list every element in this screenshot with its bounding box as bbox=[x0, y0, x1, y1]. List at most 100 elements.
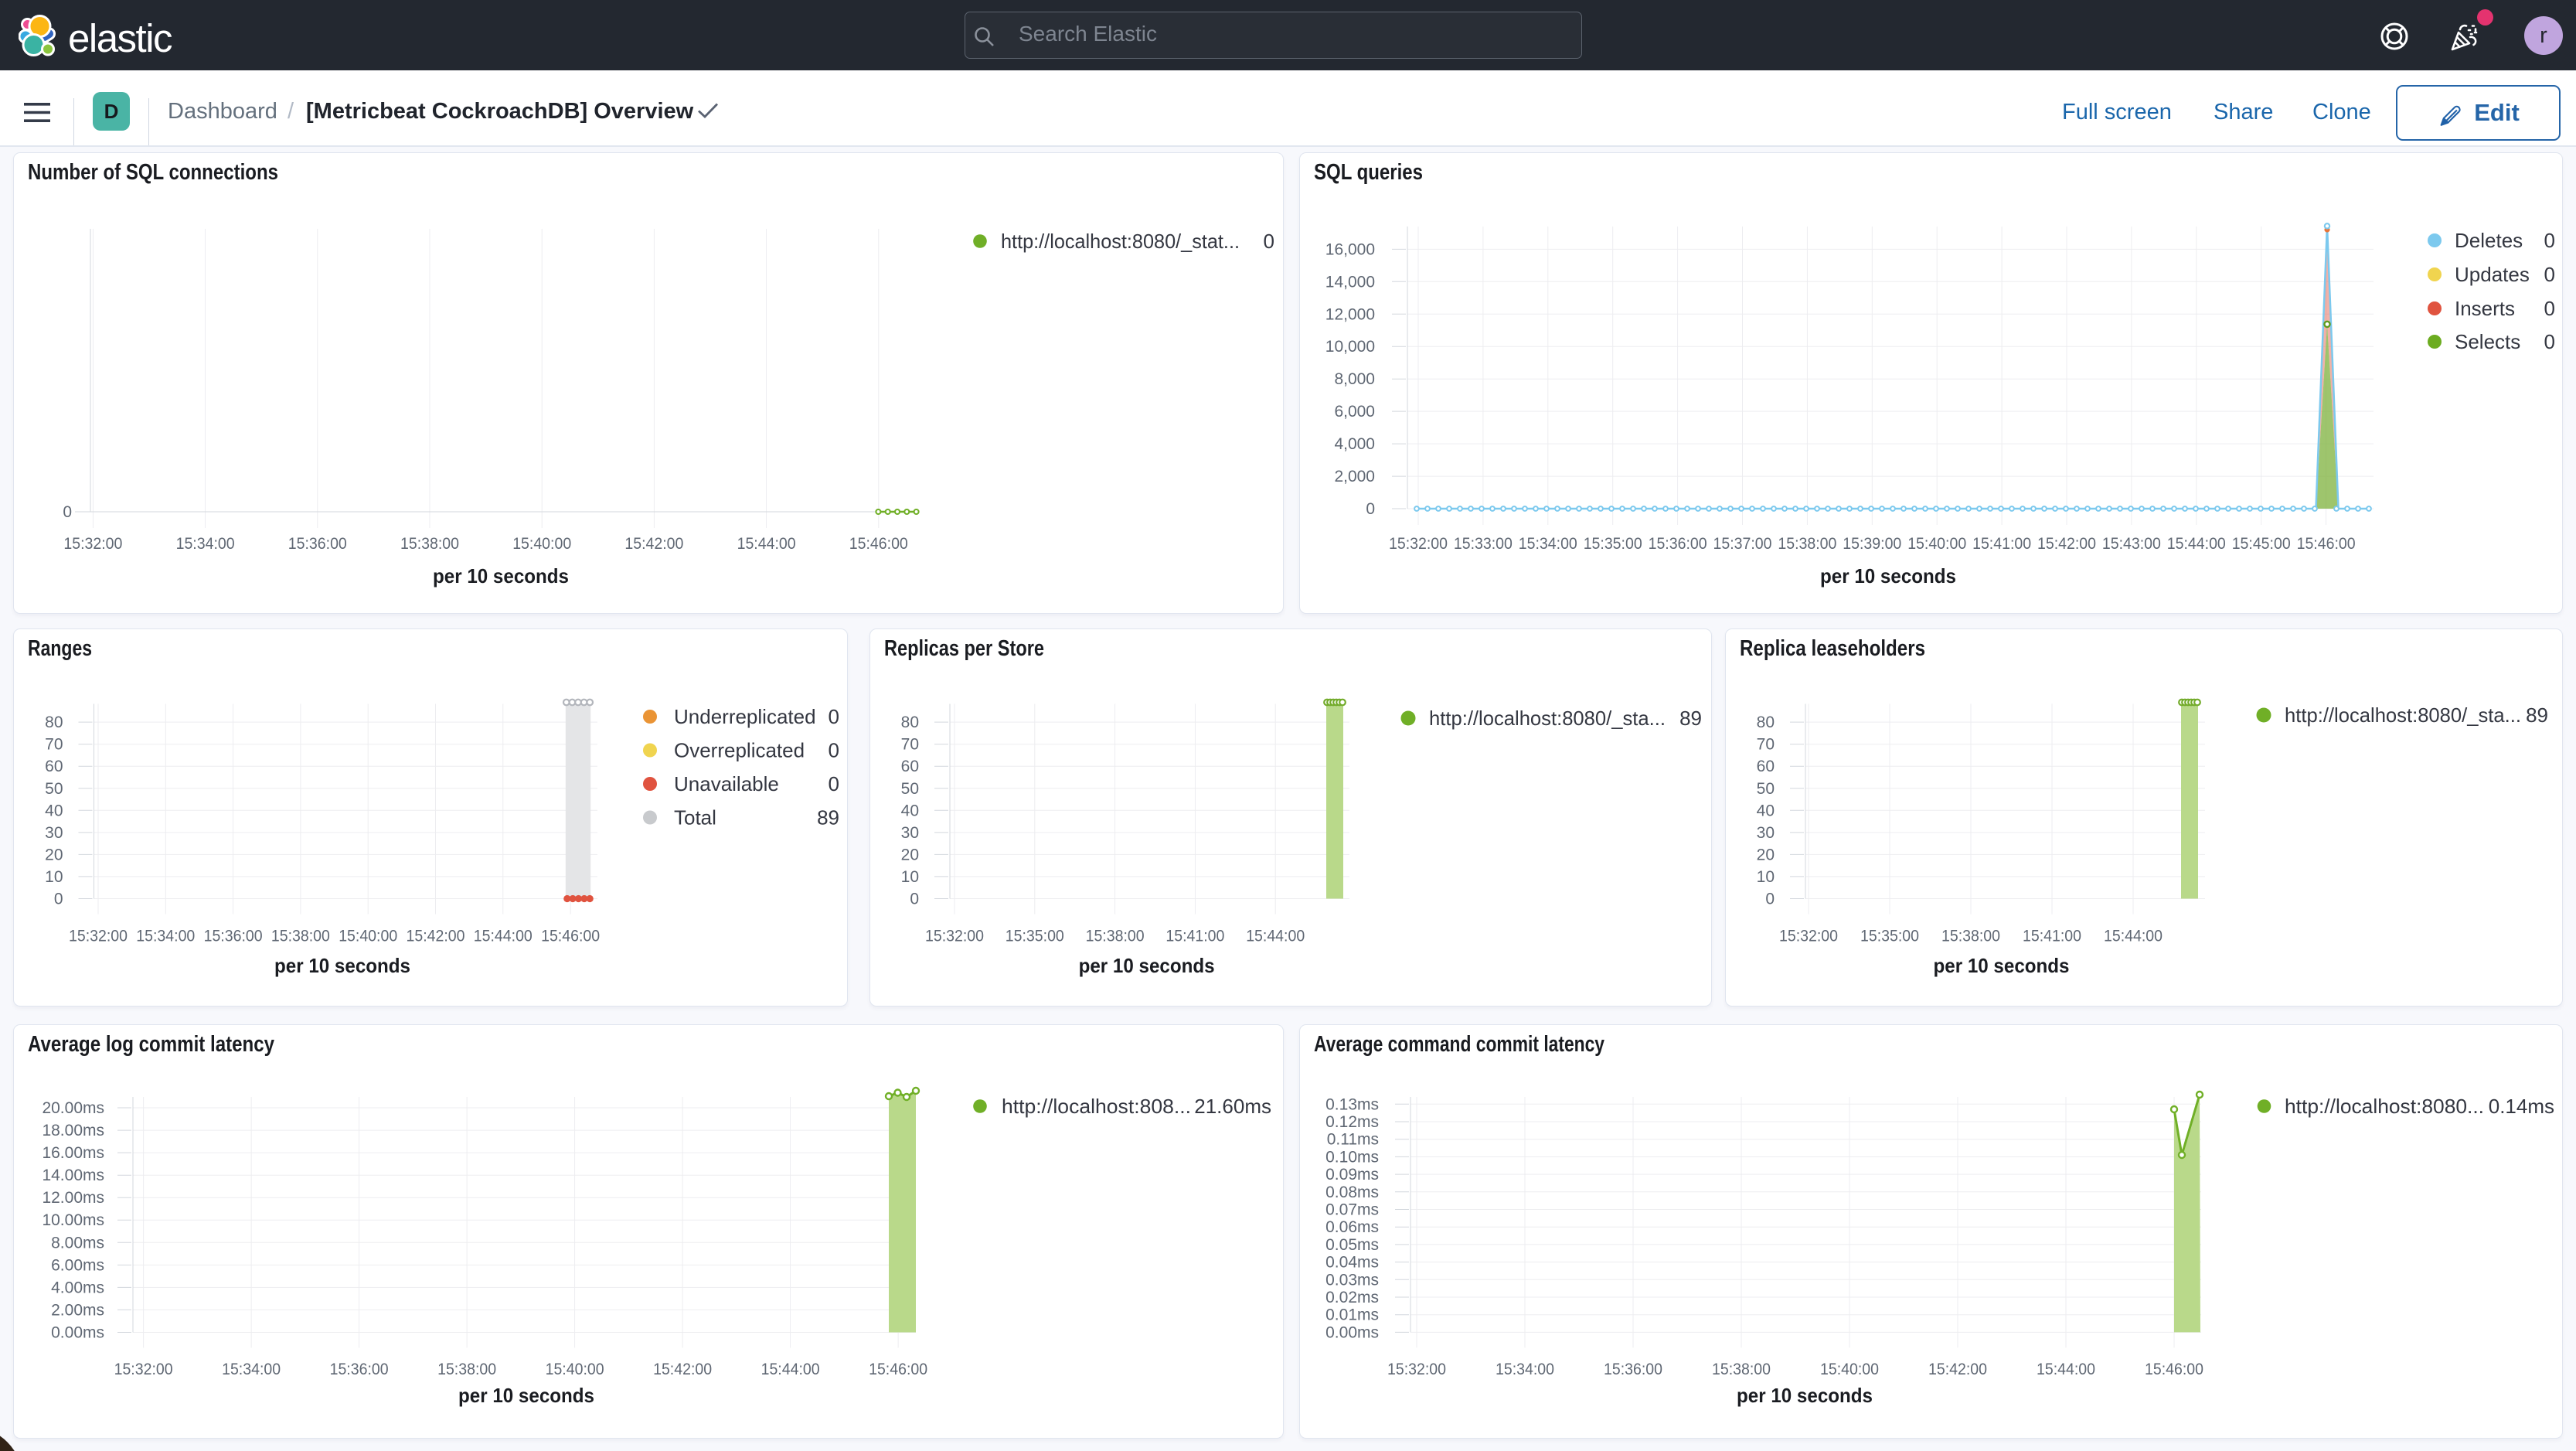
svg-text:Average command commit latency: Average command commit latency bbox=[1314, 1032, 1604, 1057]
svg-text:12,000: 12,000 bbox=[1325, 305, 1375, 323]
svg-text:8.00ms: 8.00ms bbox=[51, 1234, 104, 1252]
svg-text:15:35:00: 15:35:00 bbox=[1860, 928, 1919, 945]
svg-text:0: 0 bbox=[2544, 330, 2555, 353]
svg-text:20: 20 bbox=[1757, 846, 1775, 863]
svg-text:15:41:00: 15:41:00 bbox=[1972, 535, 2031, 553]
svg-text:0.04ms: 0.04ms bbox=[1325, 1254, 1379, 1272]
svg-text:0.03ms: 0.03ms bbox=[1325, 1271, 1379, 1289]
svg-text:Replicas per Store: Replicas per Store bbox=[884, 636, 1044, 661]
svg-text:per 10 seconds: per 10 seconds bbox=[1079, 954, 1215, 977]
svg-text:15:42:00: 15:42:00 bbox=[653, 1361, 712, 1378]
svg-text:80: 80 bbox=[901, 714, 919, 731]
svg-text:15:38:00: 15:38:00 bbox=[1086, 928, 1145, 945]
svg-text:15:45:00: 15:45:00 bbox=[2232, 535, 2291, 553]
svg-text:per 10 seconds: per 10 seconds bbox=[1820, 564, 1956, 588]
svg-text:8,000: 8,000 bbox=[1334, 370, 1375, 388]
svg-text:Replica leaseholders: Replica leaseholders bbox=[1740, 636, 1925, 661]
svg-text:15:46:00: 15:46:00 bbox=[2145, 1361, 2203, 1378]
svg-text:Ranges: Ranges bbox=[28, 636, 92, 661]
svg-text:15:42:00: 15:42:00 bbox=[407, 928, 465, 945]
svg-text:http://localhost:808...: http://localhost:808... bbox=[1002, 1095, 1191, 1118]
svg-text:15:33:00: 15:33:00 bbox=[1454, 535, 1513, 553]
svg-text:15:42:00: 15:42:00 bbox=[2037, 535, 2096, 553]
svg-text:0.09ms: 0.09ms bbox=[1325, 1166, 1379, 1184]
svg-text:30: 30 bbox=[45, 824, 63, 842]
svg-text:per 10 seconds: per 10 seconds bbox=[1737, 1384, 1873, 1407]
svg-text:15:35:00: 15:35:00 bbox=[1006, 928, 1064, 945]
svg-text:15:40:00: 15:40:00 bbox=[546, 1361, 604, 1378]
svg-text:15:40:00: 15:40:00 bbox=[512, 535, 571, 553]
svg-text:15:34:00: 15:34:00 bbox=[136, 928, 195, 945]
svg-text:80: 80 bbox=[1757, 714, 1775, 731]
svg-text:15:32:00: 15:32:00 bbox=[1387, 1361, 1446, 1378]
svg-text:15:46:00: 15:46:00 bbox=[869, 1361, 927, 1378]
svg-text:10.00ms: 10.00ms bbox=[42, 1211, 104, 1229]
svg-text:Average log commit latency: Average log commit latency bbox=[28, 1032, 274, 1057]
svg-text:4,000: 4,000 bbox=[1334, 435, 1375, 453]
svg-text:0.11ms: 0.11ms bbox=[1327, 1131, 1379, 1149]
svg-text:15:34:00: 15:34:00 bbox=[222, 1361, 281, 1378]
svg-text:0: 0 bbox=[54, 891, 63, 908]
svg-text:Unavailable: Unavailable bbox=[674, 772, 779, 795]
svg-text:Inserts: Inserts bbox=[2455, 297, 2515, 320]
svg-text:50: 50 bbox=[1757, 780, 1775, 798]
svg-text:15:40:00: 15:40:00 bbox=[1907, 535, 1966, 553]
svg-text:15:35:00: 15:35:00 bbox=[1584, 535, 1642, 553]
svg-text:15:36:00: 15:36:00 bbox=[288, 535, 347, 553]
svg-text:0.00ms: 0.00ms bbox=[51, 1324, 104, 1342]
svg-text:15:32:00: 15:32:00 bbox=[69, 928, 128, 945]
svg-text:30: 30 bbox=[1757, 824, 1775, 842]
svg-text:SQL queries: SQL queries bbox=[1314, 160, 1423, 185]
svg-text:Overreplicated: Overreplicated bbox=[674, 739, 805, 762]
svg-text:0: 0 bbox=[2544, 229, 2555, 252]
svg-text:15:34:00: 15:34:00 bbox=[1496, 1361, 1554, 1378]
svg-text:15:32:00: 15:32:00 bbox=[1779, 928, 1838, 945]
svg-text:40: 40 bbox=[1757, 802, 1775, 819]
svg-text:40: 40 bbox=[45, 802, 63, 819]
svg-text:0.13ms: 0.13ms bbox=[1325, 1095, 1379, 1113]
svg-text:30: 30 bbox=[901, 824, 919, 842]
svg-text:15:40:00: 15:40:00 bbox=[339, 928, 397, 945]
svg-text:15:44:00: 15:44:00 bbox=[474, 928, 533, 945]
svg-text:6.00ms: 6.00ms bbox=[51, 1256, 104, 1274]
svg-text:6,000: 6,000 bbox=[1334, 403, 1375, 421]
svg-text:15:37:00: 15:37:00 bbox=[1713, 535, 1772, 553]
svg-text:18.00ms: 18.00ms bbox=[42, 1122, 104, 1139]
svg-text:0: 0 bbox=[1366, 500, 1375, 518]
svg-text:14,000: 14,000 bbox=[1325, 273, 1375, 291]
svg-text:Underreplicated: Underreplicated bbox=[674, 705, 816, 728]
svg-text:14.00ms: 14.00ms bbox=[42, 1167, 104, 1184]
svg-text:4.00ms: 4.00ms bbox=[51, 1279, 104, 1296]
svg-text:0: 0 bbox=[829, 739, 839, 762]
svg-text:per 10 seconds: per 10 seconds bbox=[274, 954, 410, 977]
svg-text:http://localhost:8080/_sta...: http://localhost:8080/_sta... bbox=[1429, 707, 1666, 730]
svg-text:Total: Total bbox=[674, 806, 716, 829]
svg-text:15:39:00: 15:39:00 bbox=[1843, 535, 1901, 553]
svg-text:15:44:00: 15:44:00 bbox=[737, 535, 796, 553]
svg-text:per 10 seconds: per 10 seconds bbox=[1934, 954, 2070, 977]
svg-text:15:32:00: 15:32:00 bbox=[1389, 535, 1448, 553]
svg-text:0: 0 bbox=[1264, 230, 1274, 253]
svg-text:0: 0 bbox=[2544, 297, 2555, 320]
svg-text:15:32:00: 15:32:00 bbox=[925, 928, 984, 945]
svg-text:15:46:00: 15:46:00 bbox=[2297, 535, 2356, 553]
svg-text:15:46:00: 15:46:00 bbox=[849, 535, 908, 553]
svg-text:http://localhost:8080/_stat...: http://localhost:8080/_stat... bbox=[1001, 230, 1240, 253]
svg-text:2.00ms: 2.00ms bbox=[51, 1301, 104, 1319]
svg-text:15:38:00: 15:38:00 bbox=[400, 535, 459, 553]
svg-text:70: 70 bbox=[901, 736, 919, 754]
svg-text:20: 20 bbox=[45, 846, 63, 863]
svg-text:0.10ms: 0.10ms bbox=[1325, 1148, 1379, 1166]
svg-text:0.12ms: 0.12ms bbox=[1325, 1113, 1379, 1131]
svg-text:50: 50 bbox=[901, 780, 919, 798]
svg-text:70: 70 bbox=[1757, 736, 1775, 754]
svg-text:15:32:00: 15:32:00 bbox=[114, 1361, 173, 1378]
svg-text:10,000: 10,000 bbox=[1325, 338, 1375, 356]
svg-text:15:40:00: 15:40:00 bbox=[1820, 1361, 1879, 1378]
svg-text:10: 10 bbox=[45, 868, 63, 886]
svg-text:15:36:00: 15:36:00 bbox=[330, 1361, 389, 1378]
svg-text:0.14ms: 0.14ms bbox=[2489, 1095, 2554, 1118]
svg-text:21.60ms: 21.60ms bbox=[1194, 1095, 1271, 1118]
svg-text:89: 89 bbox=[2526, 703, 2548, 727]
svg-text:15:34:00: 15:34:00 bbox=[176, 535, 235, 553]
